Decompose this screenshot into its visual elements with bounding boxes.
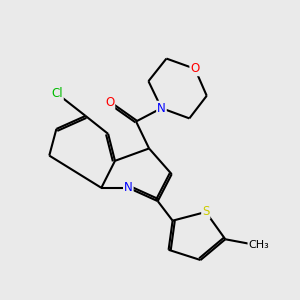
Text: N: N (157, 102, 166, 115)
Text: O: O (190, 62, 200, 75)
Text: Cl: Cl (51, 87, 63, 100)
Text: N: N (124, 181, 133, 194)
Text: O: O (105, 96, 114, 110)
Text: CH₃: CH₃ (248, 241, 269, 250)
Text: S: S (202, 206, 209, 218)
